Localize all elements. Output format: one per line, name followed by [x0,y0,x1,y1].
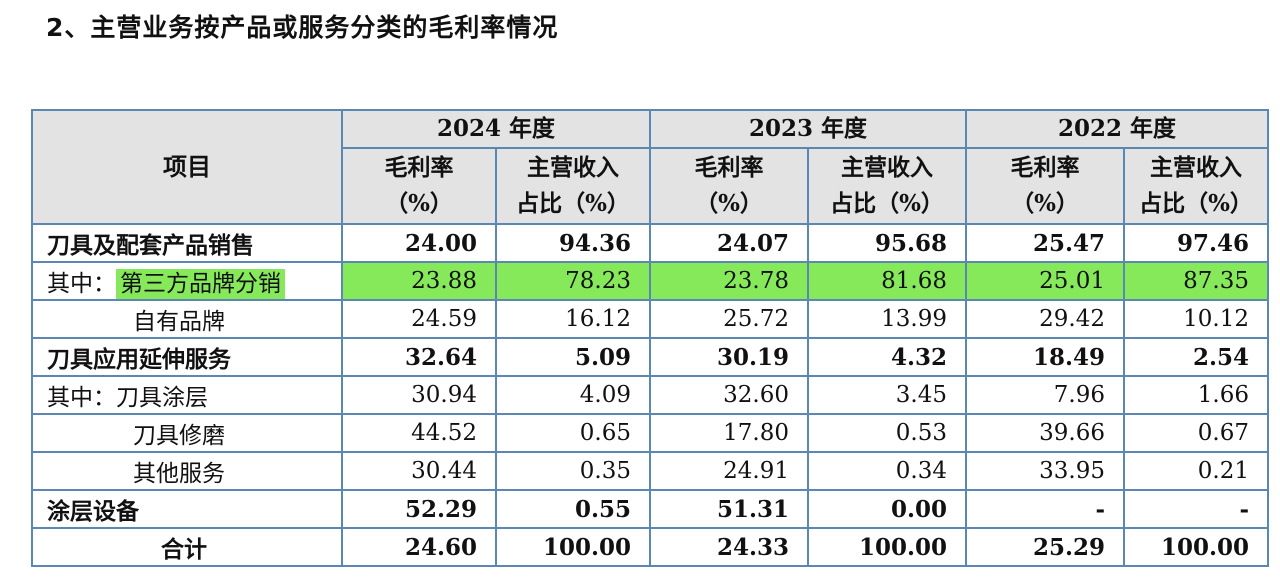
cell-value: 30.44 [341,451,497,491]
cell-value: 81.68 [807,261,967,301]
cell-value: 3.45 [807,375,967,415]
cell-value: 52.29 [341,489,497,529]
cell-value: - [965,489,1125,529]
row-label: 自有品牌 [31,299,343,339]
table-row: 刀具及配套产品销售 24.00 94.36 24.07 95.68 25.47 … [31,223,1269,263]
cell-value: 30.94 [341,375,497,415]
cell-value: 100.00 [807,527,967,567]
cell-value: 18.49 [965,337,1125,377]
highlighted-label: 第三方品牌分销 [116,269,285,299]
table-row: 其中：刀具涂层 30.94 4.09 32.60 3.45 7.96 1.66 [31,375,1269,415]
cell-value: 0.67 [1123,413,1269,453]
cell-value: 33.95 [965,451,1125,491]
cell-value: 4.32 [807,337,967,377]
cell-value: 44.52 [341,413,497,453]
cell-value: 25.29 [965,527,1125,567]
cell-value: 0.55 [495,489,651,529]
header-year-2023: 2023 年度 [649,109,967,149]
cell-value: 7.96 [965,375,1125,415]
cell-value: 24.33 [649,527,809,567]
table-row: 刀具应用延伸服务 32.64 5.09 30.19 4.32 18.49 2.5… [31,337,1269,377]
cell-value: 87.35 [1123,261,1269,301]
cell-value: 39.66 [965,413,1125,453]
row-label: 刀具应用延伸服务 [31,337,343,377]
header-share: 主营收入 占比（%） [807,147,967,225]
cell-value: 25.47 [965,223,1125,263]
cell-value: 100.00 [495,527,651,567]
gross-margin-table: 项目 2024 年度 2023 年度 2022 年度 毛利率 （%） 主营收入 占比… [31,109,1269,567]
cell-value: 95.68 [807,223,967,263]
cell-value: 100.00 [1123,527,1269,567]
cell-value: 0.53 [807,413,967,453]
table-row: 其他服务 30.44 0.35 24.91 0.34 33.95 0.21 [31,451,1269,491]
cell-value: 0.34 [807,451,967,491]
row-label: 其他服务 [31,451,343,491]
header-margin: 毛利率 （%） [341,147,497,225]
cell-value: 17.80 [649,413,809,453]
cell-value: 1.66 [1123,375,1269,415]
cell-value: 24.00 [341,223,497,263]
header-share: 主营收入 占比（%） [1123,147,1269,225]
header-year-2024: 2024 年度 [341,109,651,149]
cell-value: 32.60 [649,375,809,415]
cell-value: 97.46 [1123,223,1269,263]
table-row-total: 合计 24.60 100.00 24.33 100.00 25.29 100.0… [31,527,1269,567]
row-label: 合计 [31,527,343,567]
cell-value: 0.65 [495,413,651,453]
cell-value: 0.35 [495,451,651,491]
row-label: 其中： 第三方品牌分销 [31,261,343,301]
header-item: 项目 [31,109,343,225]
cell-value: 25.72 [649,299,809,339]
cell-value: 24.60 [341,527,497,567]
row-prefix: 其中： [47,271,116,297]
cell-value: 23.78 [649,261,809,301]
table-row-highlighted: 其中： 第三方品牌分销 23.88 78.23 23.78 81.68 25.01… [31,261,1269,301]
cell-value: 0.21 [1123,451,1269,491]
row-label: 刀具修磨 [31,413,343,453]
header-margin: 毛利率 （%） [649,147,809,225]
cell-value: 29.42 [965,299,1125,339]
cell-value: 5.09 [495,337,651,377]
cell-value: 24.59 [341,299,497,339]
header-share: 主营收入 占比（%） [495,147,651,225]
cell-value: 0.00 [807,489,967,529]
cell-value: 2.54 [1123,337,1269,377]
table-row: 刀具修磨 44.52 0.65 17.80 0.53 39.66 0.67 [31,413,1269,453]
cell-value: 10.12 [1123,299,1269,339]
cell-value: 78.23 [495,261,651,301]
cell-value: 25.01 [965,261,1125,301]
cell-value: 23.88 [341,261,497,301]
header-margin: 毛利率 （%） [965,147,1125,225]
cell-value: 16.12 [495,299,651,339]
cell-value: 24.91 [649,451,809,491]
cell-value: 4.09 [495,375,651,415]
row-label: 其中：刀具涂层 [31,375,343,415]
cell-value: 32.64 [341,337,497,377]
header-year-2022: 2022 年度 [965,109,1269,149]
cell-value: 30.19 [649,337,809,377]
cell-value: - [1123,489,1269,529]
row-label: 涂层设备 [31,489,343,529]
cell-value: 94.36 [495,223,651,263]
section-heading: 2、主营业务按产品或服务分类的毛利率情况 [46,13,559,42]
cell-value: 51.31 [649,489,809,529]
table-row: 涂层设备 52.29 0.55 51.31 0.00 - - [31,489,1269,529]
cell-value: 13.99 [807,299,967,339]
table-row: 自有品牌 24.59 16.12 25.72 13.99 29.42 10.12 [31,299,1269,339]
row-label: 刀具及配套产品销售 [31,223,343,263]
cell-value: 24.07 [649,223,809,263]
